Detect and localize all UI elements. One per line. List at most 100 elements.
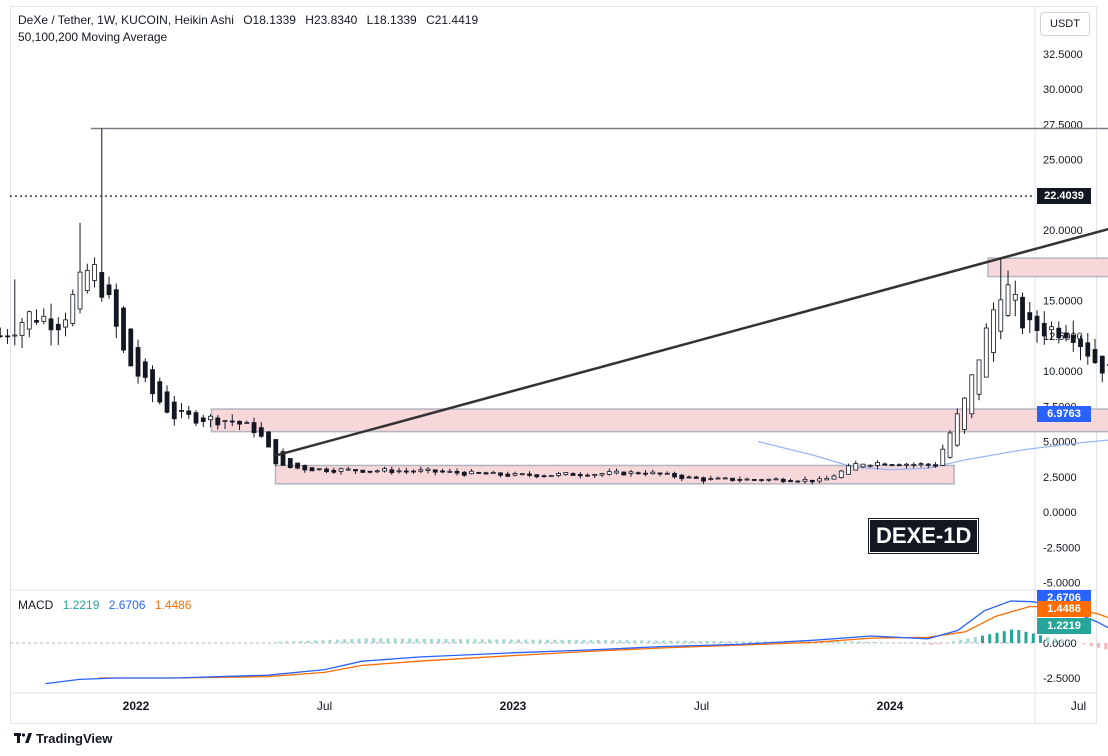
macd-histogram-bar	[930, 643, 934, 645]
candle-body	[889, 464, 895, 466]
candle-body	[222, 420, 228, 423]
candle-body	[331, 469, 337, 473]
macd-histogram-bar	[480, 639, 484, 643]
candle-body	[541, 475, 547, 478]
candle-body	[556, 473, 561, 476]
candle-body	[657, 472, 663, 475]
candle-body	[396, 470, 402, 473]
macd-histogram-bar	[582, 639, 586, 643]
currency-button[interactable]: USDT	[1040, 12, 1090, 36]
macd-histogram-bar	[306, 640, 310, 643]
candle-body	[563, 472, 569, 475]
macd-histogram-bar	[654, 640, 658, 643]
candle-body	[382, 468, 387, 472]
candle-body	[1027, 312, 1033, 321]
candle-body	[48, 318, 54, 331]
macd-histogram-bar	[408, 638, 412, 643]
y-tick-label: 32.5000	[1043, 49, 1083, 61]
macd-histogram-bar	[894, 642, 898, 644]
macd-histogram-bar	[698, 640, 702, 643]
candle-body	[447, 470, 453, 473]
macd-legend[interactable]: MACD 1.2219 2.6706 1.4486	[18, 598, 197, 612]
macd-histogram-bar	[828, 641, 832, 643]
y-tick-label: 2.5000	[1043, 472, 1077, 484]
candle-body	[77, 271, 83, 310]
chart-frame	[10, 6, 1097, 724]
macd-histogram-bar	[952, 641, 956, 643]
candle-body	[1063, 332, 1069, 339]
candle-body	[512, 473, 518, 476]
candle-body	[519, 473, 525, 476]
candle-body	[84, 270, 90, 291]
ma-indicator-legend[interactable]: 50,100,200 Moving Average	[18, 30, 173, 44]
candle-body	[418, 469, 424, 472]
y-tick-label: 12.5000	[1043, 331, 1083, 343]
candle-body	[817, 478, 822, 482]
candle-body	[548, 474, 554, 477]
macd-histogram-bar	[988, 634, 992, 643]
candle-body	[229, 420, 235, 423]
candle-body	[0, 335, 3, 338]
candle-body	[1085, 342, 1091, 357]
candle-body	[838, 470, 844, 479]
y-tick-label: -2.5000	[1043, 542, 1080, 554]
macd-histogram-bar	[1097, 643, 1101, 648]
macd-histogram-bar	[596, 640, 600, 643]
candle-body	[338, 468, 344, 472]
candle-body	[1092, 349, 1098, 364]
candle-body	[215, 417, 221, 426]
ma-value-badge: 6.9763	[1037, 405, 1091, 422]
macd-histogram-bar	[1010, 629, 1014, 643]
candle-body	[179, 410, 184, 412]
ma-legend-label: 50,100,200 Moving Average	[18, 30, 168, 44]
candle-body	[498, 472, 503, 476]
macd-histogram-bar	[625, 640, 629, 643]
candle-body	[643, 472, 648, 475]
x-tick-label: 2024	[877, 699, 904, 713]
macd-histogram-bar	[1089, 643, 1093, 647]
candle-body	[208, 415, 213, 421]
macd-histogram-bar	[567, 639, 571, 643]
macd-histogram-bar	[422, 638, 426, 643]
candle-body	[171, 401, 177, 420]
macd-histogram-bar	[357, 638, 361, 643]
candle-body	[599, 473, 605, 476]
macd-histogram-bar	[430, 638, 434, 643]
candle-body	[1056, 327, 1062, 339]
candle-body	[324, 468, 329, 473]
macd-histogram-bar	[959, 639, 963, 643]
y-tick-label: -5.0000	[1043, 578, 1080, 590]
macd-histogram-bar	[1039, 635, 1043, 643]
candle-body	[186, 410, 192, 415]
macd-histogram-bar	[531, 639, 535, 643]
candle-body	[570, 473, 576, 476]
candle-body	[360, 469, 366, 473]
candle-body	[592, 474, 598, 477]
y-tick-label: 27.5000	[1043, 119, 1083, 131]
macd-histogram-bar	[908, 643, 912, 644]
macd-signal-value: 2.6706	[108, 598, 146, 612]
candle-body	[280, 451, 286, 466]
candle-body	[135, 347, 141, 377]
macd-histogram-bar	[509, 639, 513, 643]
macd-histogram-bar	[981, 635, 985, 643]
macd-histogram-bar	[640, 640, 644, 643]
candle-body	[824, 478, 830, 481]
candle-body	[403, 470, 409, 473]
x-tick-label: 2022	[123, 699, 150, 713]
candle-body	[237, 420, 242, 425]
candle-body	[476, 472, 482, 474]
tradingview-brand[interactable]: TradingView	[14, 731, 112, 746]
macd-histogram-bar	[923, 643, 927, 645]
candle-body	[1012, 293, 1018, 301]
candle-body	[991, 309, 996, 353]
candle-body	[606, 471, 612, 475]
macd-histogram-bar	[1002, 631, 1006, 643]
candle-body	[251, 422, 257, 434]
candle-body	[55, 323, 61, 331]
macd-histogram-bar	[524, 639, 528, 643]
candle-body	[925, 463, 931, 466]
macd-histogram-bar	[1104, 643, 1108, 650]
candle-body	[70, 294, 76, 324]
